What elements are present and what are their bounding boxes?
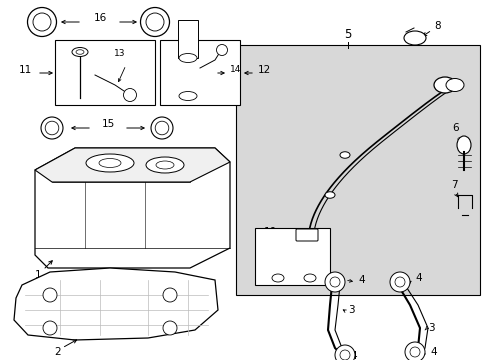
Text: 12: 12 — [258, 65, 271, 75]
Ellipse shape — [27, 8, 57, 36]
Circle shape — [43, 321, 57, 335]
Text: 10: 10 — [263, 227, 276, 237]
Text: 3: 3 — [347, 305, 354, 315]
Text: 7: 7 — [450, 180, 456, 190]
Ellipse shape — [304, 274, 315, 282]
Text: 5: 5 — [344, 28, 351, 41]
Text: 4: 4 — [349, 351, 356, 360]
Text: 16: 16 — [93, 13, 106, 23]
Ellipse shape — [146, 157, 183, 173]
Circle shape — [43, 288, 57, 302]
Ellipse shape — [271, 274, 284, 282]
Ellipse shape — [72, 48, 88, 57]
Bar — [178, 20, 198, 58]
Text: 6: 6 — [452, 123, 458, 133]
Text: 9: 9 — [288, 240, 295, 250]
FancyBboxPatch shape — [295, 229, 317, 241]
Circle shape — [329, 277, 339, 287]
Ellipse shape — [325, 192, 334, 198]
Circle shape — [216, 45, 227, 55]
Circle shape — [163, 288, 177, 302]
Circle shape — [123, 89, 136, 102]
Ellipse shape — [456, 136, 470, 154]
Ellipse shape — [403, 31, 425, 45]
Circle shape — [163, 321, 177, 335]
Text: 8: 8 — [434, 21, 440, 31]
Ellipse shape — [86, 154, 134, 172]
Text: 4: 4 — [414, 273, 421, 283]
Bar — [160, 40, 240, 105]
Ellipse shape — [179, 91, 197, 100]
Circle shape — [389, 272, 409, 292]
Ellipse shape — [155, 121, 168, 135]
Ellipse shape — [45, 121, 59, 135]
Bar — [254, 228, 329, 285]
Bar — [55, 40, 155, 105]
Circle shape — [404, 342, 424, 360]
Text: 3: 3 — [427, 323, 434, 333]
Bar — [236, 45, 479, 295]
Text: 4: 4 — [357, 275, 364, 285]
Text: 14: 14 — [229, 66, 241, 75]
Circle shape — [409, 347, 419, 357]
Circle shape — [339, 350, 349, 360]
Text: 4: 4 — [429, 347, 436, 357]
Ellipse shape — [76, 50, 84, 54]
Ellipse shape — [156, 161, 174, 169]
Ellipse shape — [140, 8, 169, 36]
Ellipse shape — [445, 78, 463, 91]
Ellipse shape — [146, 13, 163, 31]
Ellipse shape — [339, 152, 349, 158]
Ellipse shape — [433, 77, 455, 93]
Polygon shape — [35, 148, 229, 182]
Text: 11: 11 — [19, 65, 32, 75]
Text: 2: 2 — [55, 347, 61, 357]
Ellipse shape — [41, 117, 63, 139]
Text: 1: 1 — [35, 270, 41, 280]
Circle shape — [394, 277, 404, 287]
Ellipse shape — [33, 13, 51, 31]
Polygon shape — [35, 148, 229, 268]
Ellipse shape — [151, 117, 173, 139]
Text: 13: 13 — [114, 49, 125, 58]
Text: 15: 15 — [101, 119, 114, 129]
Ellipse shape — [99, 158, 121, 167]
Circle shape — [325, 272, 345, 292]
Circle shape — [334, 345, 354, 360]
Polygon shape — [14, 268, 218, 340]
Ellipse shape — [179, 54, 197, 63]
Text: 17: 17 — [260, 230, 273, 240]
